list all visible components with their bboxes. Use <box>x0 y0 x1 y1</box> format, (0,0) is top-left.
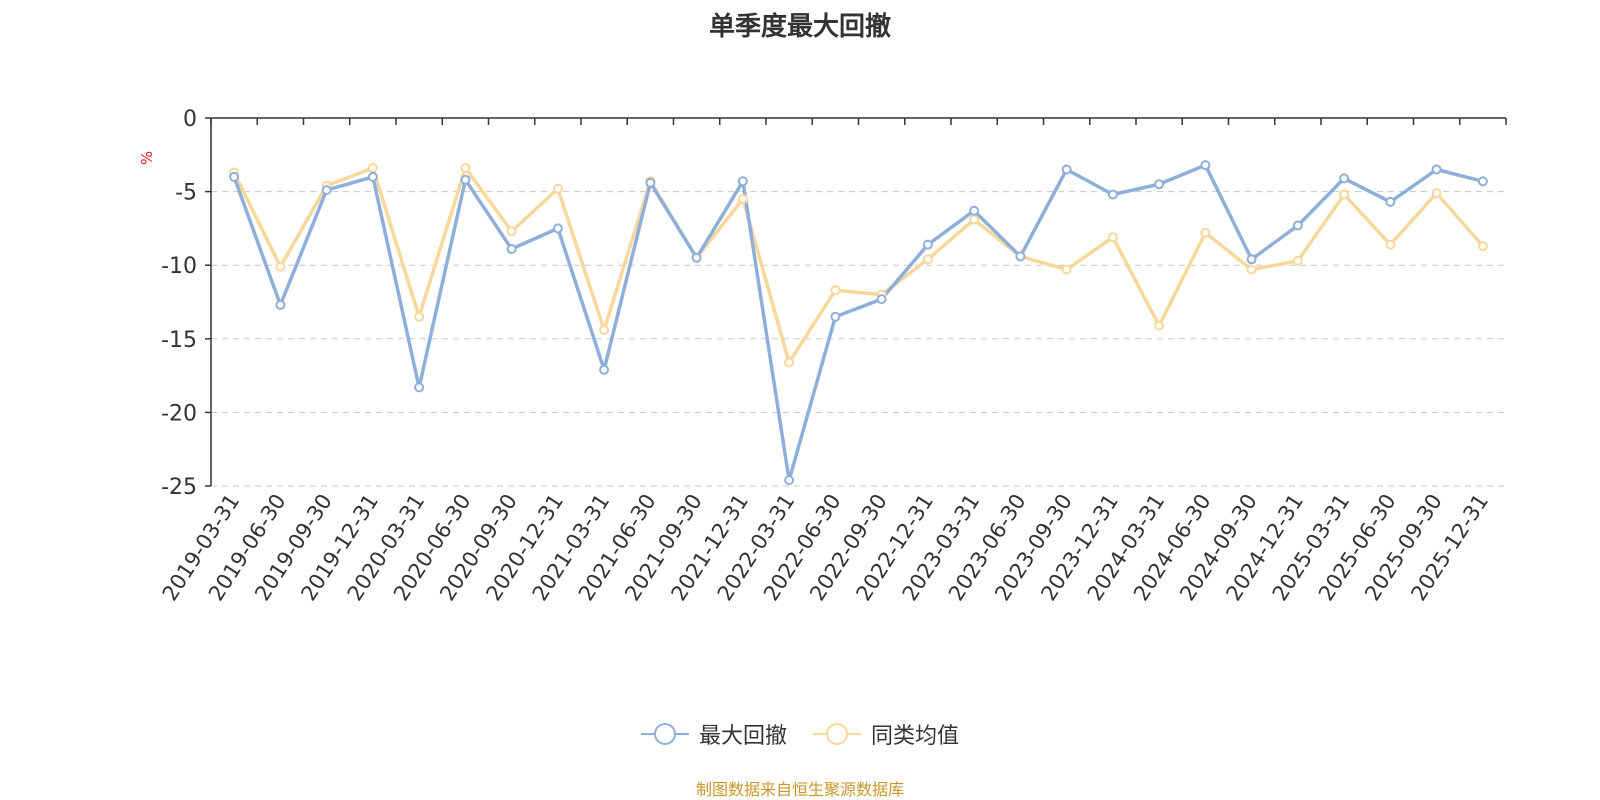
y-tick-label: -25 <box>161 475 197 500</box>
series-1-point[interactable] <box>784 475 795 486</box>
series-1-point[interactable] <box>1339 173 1350 184</box>
series-1-point[interactable] <box>229 171 240 182</box>
series-1-point[interactable] <box>737 176 748 187</box>
series-2-point[interactable] <box>830 285 841 296</box>
series-1-point[interactable] <box>599 364 610 375</box>
series-2-point[interactable] <box>1292 255 1303 266</box>
series-lines <box>232 163 1485 482</box>
series-2-point[interactable] <box>1339 189 1350 200</box>
series-1-point[interactable] <box>275 299 286 310</box>
y-tick-label: -5 <box>175 181 197 206</box>
y-axis-unit-label: % <box>138 151 156 165</box>
series-1-point[interactable] <box>1385 196 1396 207</box>
series-1-point[interactable] <box>1431 164 1442 175</box>
legend-series-1-label: 最大回撤 <box>698 724 787 749</box>
series-2-point[interactable] <box>1246 264 1257 275</box>
series-1-point[interactable] <box>691 252 702 263</box>
series-1-point[interactable] <box>876 294 887 305</box>
legend-item-series-2[interactable]: 同类均值 <box>813 718 959 750</box>
series-1-point[interactable] <box>367 171 378 182</box>
y-tick-label: -10 <box>161 254 197 279</box>
series-2-point[interactable] <box>460 163 471 173</box>
series-2-point[interactable] <box>506 226 517 237</box>
series-2-point[interactable] <box>1431 188 1442 199</box>
series-2-line <box>232 166 1485 365</box>
series-1-point[interactable] <box>321 185 332 196</box>
series-2-point[interactable] <box>552 183 563 194</box>
series-1-point[interactable] <box>645 177 656 188</box>
series-2-point[interactable] <box>1200 227 1211 238</box>
series-1-point[interactable] <box>506 244 517 254</box>
series-1-point[interactable] <box>1200 160 1211 171</box>
legend: 最大回撤 同类均值 <box>0 718 1600 750</box>
series-1-point[interactable] <box>1292 220 1303 231</box>
series-1-point[interactable] <box>830 311 841 322</box>
series-2-point[interactable] <box>414 311 425 322</box>
series-1-point[interactable] <box>1015 251 1026 262</box>
series-2-point[interactable] <box>737 194 748 204</box>
series-1-point[interactable] <box>1061 164 1072 175</box>
series-2-point[interactable] <box>922 254 933 265</box>
series-1-point[interactable] <box>552 223 563 234</box>
grid-lines <box>211 191 1506 487</box>
series-2-point[interactable] <box>367 163 378 173</box>
source-note: 制图数据来自恒生聚源数据库 <box>695 780 904 799</box>
series-1-point[interactable] <box>460 174 471 185</box>
series-markers <box>229 160 1488 486</box>
series-2-point[interactable] <box>1154 320 1165 331</box>
legend-series-2-label: 同类均值 <box>871 724 960 749</box>
series-2-point[interactable] <box>275 261 286 272</box>
series-1-point[interactable] <box>969 205 980 216</box>
series-2-point[interactable] <box>1061 264 1072 275</box>
series-1-point[interactable] <box>1154 179 1165 190</box>
series-1-line <box>232 163 1484 482</box>
legend-series-1-line-icon <box>640 723 689 745</box>
series-2-point[interactable] <box>599 325 610 335</box>
legend-item-series-1[interactable]: 最大回撤 <box>640 718 787 750</box>
series-1-point[interactable] <box>1107 189 1118 200</box>
y-tick-label: -20 <box>161 401 197 426</box>
series-1-point[interactable] <box>1246 254 1257 265</box>
chart-title: 单季度最大回撤 <box>708 12 891 42</box>
series-2-point[interactable] <box>1385 239 1396 250</box>
series-2-point[interactable] <box>1107 232 1118 243</box>
y-tick-label: 0 <box>183 107 197 132</box>
legend-series-2-line-icon <box>813 723 861 745</box>
series-1-point[interactable] <box>922 239 933 250</box>
series-2-point[interactable] <box>784 357 795 368</box>
series-1-point[interactable] <box>1477 176 1488 187</box>
series-1-point[interactable] <box>414 382 425 393</box>
series-2-point[interactable] <box>1477 241 1488 252</box>
y-tick-label: -15 <box>161 328 197 353</box>
series-2-point[interactable] <box>969 214 980 225</box>
